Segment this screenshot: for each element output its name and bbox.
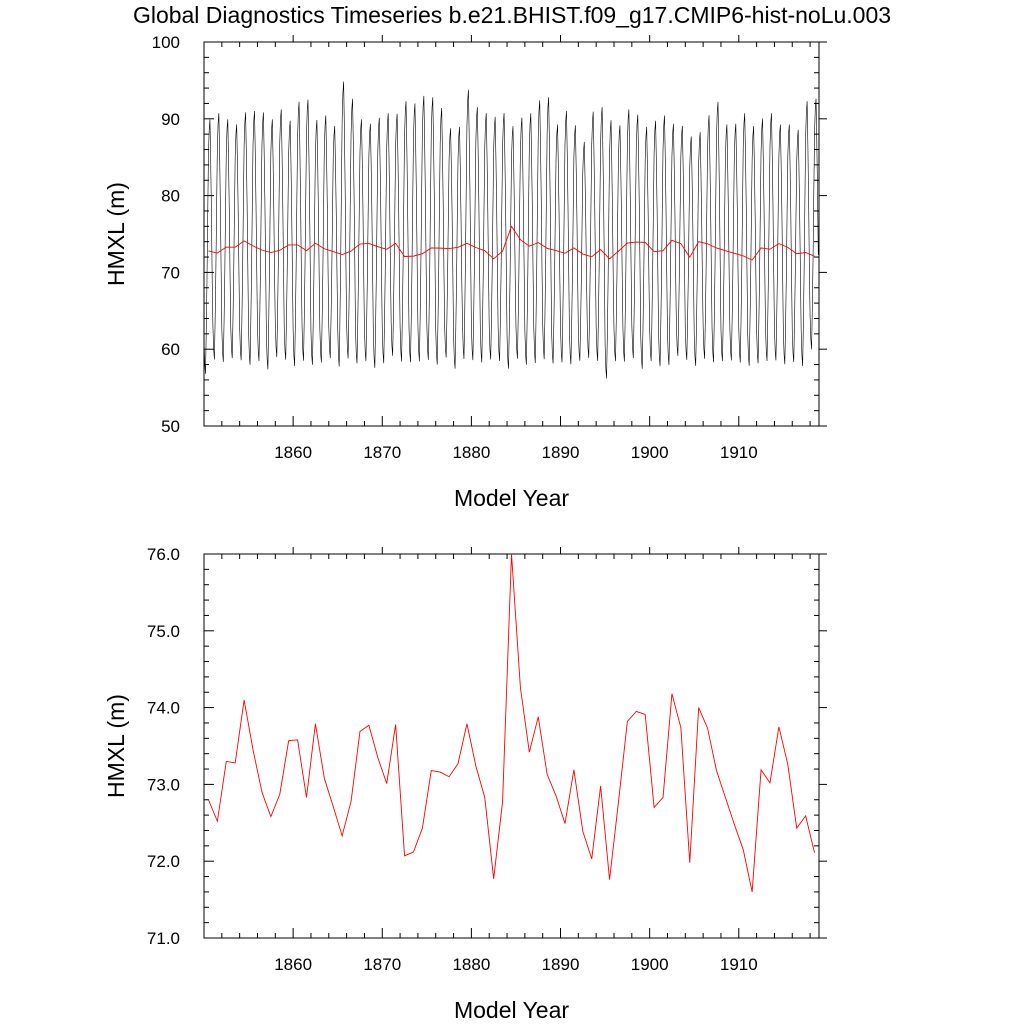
y-axis-title: HMXL (m) <box>103 694 129 798</box>
plot-frame <box>203 553 820 939</box>
y-tick-label: 75.0 <box>147 622 180 641</box>
top-panel: 1860 1870 1880 1890 1900 1910 50 60 70 80 90 100 Mod… <box>103 33 827 511</box>
x-axis-title: Model Year <box>454 485 569 511</box>
plot-frame <box>203 41 820 427</box>
x-tick-label: 1900 <box>631 955 669 974</box>
y-tick-label: 76.0 <box>147 545 180 564</box>
y-tick-label: 50 <box>161 417 180 436</box>
x-tick-label: 1910 <box>720 955 758 974</box>
monthly-series-line <box>203 81 819 379</box>
y-tick-label: 70 <box>161 263 180 282</box>
x-tick-label: 1860 <box>274 955 312 974</box>
x-tick-label: 1880 <box>452 443 490 462</box>
y-tick-label: 72.0 <box>147 852 180 871</box>
x-tick-label: 1890 <box>542 443 580 462</box>
y-tick-label: 71.0 <box>147 929 180 948</box>
x-tick-label: 1880 <box>452 955 490 974</box>
x-axis-title: Model Year <box>454 997 569 1023</box>
y-axis-title: HMXL (m) <box>103 182 129 286</box>
x-tick-label: 1860 <box>274 443 312 462</box>
annual-mean-series-line <box>208 225 815 261</box>
y-tick-label: 100 <box>152 33 180 52</box>
x-tick-label: 1890 <box>542 955 580 974</box>
y-tick-label: 73.0 <box>147 775 180 794</box>
y-tick-label: 74.0 <box>147 699 180 718</box>
x-tick-label: 1910 <box>720 443 758 462</box>
bottom-panel: 1860 1870 1880 1890 1900 1910 71.0 72.0 73.0 74.0… <box>103 545 827 1023</box>
x-tick-label: 1900 <box>631 443 669 462</box>
y-tick-label: 80 <box>161 187 180 206</box>
annual-mean-series-line <box>208 553 815 893</box>
y-tick-label: 90 <box>161 110 180 129</box>
x-tick-label: 1870 <box>363 443 401 462</box>
y-tick-label: 60 <box>161 340 180 359</box>
page-title: Global Diagnostics Timeseries b.e21.BHIS… <box>132 2 892 28</box>
x-tick-label: 1870 <box>363 955 401 974</box>
